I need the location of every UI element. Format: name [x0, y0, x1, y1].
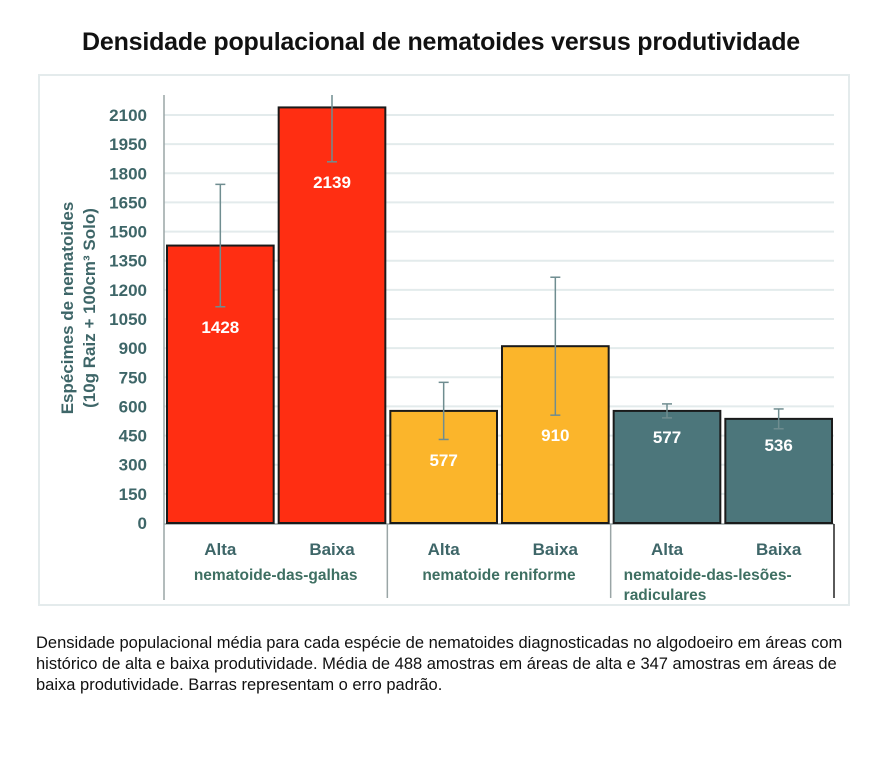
y-tick-label: 2100	[109, 106, 147, 125]
group-label: nematoide-das-lesões-	[624, 567, 792, 584]
value-label: 1428	[201, 318, 239, 337]
gridlines	[164, 114, 834, 495]
y-axis-label-line: Espécimes de nematoides	[58, 202, 77, 415]
axes	[163, 95, 834, 600]
value-label: 577	[653, 428, 681, 447]
y-axis-label-line: (10g Raiz + 100cm³ Solo)	[80, 208, 99, 408]
category-label: Baixa	[756, 540, 802, 559]
y-tick-label: 0	[138, 514, 147, 533]
y-tick-label: 1950	[109, 135, 147, 154]
y-tick-label: 1350	[109, 252, 147, 271]
y-tick-label: 750	[119, 368, 147, 387]
y-axis-label: Espécimes de nematoides (10g Raiz + 100cm…	[58, 202, 99, 415]
y-tick-label: 1500	[109, 223, 147, 242]
y-tick-label: 1800	[109, 164, 147, 183]
y-tick-label: 1650	[109, 193, 147, 212]
figure-caption: Densidade populacional média para cada e…	[36, 634, 843, 694]
category-label: Alta	[651, 540, 684, 559]
y-tick-label: 1050	[109, 310, 147, 329]
y-tick-label: 150	[119, 485, 147, 504]
error-bars	[215, 95, 784, 441]
category-label: Baixa	[309, 540, 355, 559]
group-label: nematoide-das-galhas	[194, 567, 358, 584]
group-label: radiculares	[624, 587, 707, 604]
category-label: Alta	[204, 540, 237, 559]
category-labels: Alta Baixa Alta Baixa Alta Baixa	[204, 540, 802, 559]
y-tick-label: 900	[119, 339, 147, 358]
category-label: Baixa	[533, 540, 579, 559]
y-tick-label: 450	[119, 427, 147, 446]
y-axis-ticks: 0 150 300 450 600 750 900 1050 1200 1350 1500 1650 1…	[109, 106, 147, 533]
bars	[166, 106, 833, 525]
value-label: 577	[429, 451, 457, 470]
category-label: Alta	[428, 540, 461, 559]
value-label: 536	[764, 436, 792, 455]
group-labels: nematoide-das-galhas nematoide reniforme n…	[194, 524, 835, 604]
bar	[612, 409, 722, 525]
y-tick-label: 600	[119, 397, 147, 416]
value-labels: 1428 2139 577 910 577 536	[201, 173, 792, 470]
chart-title: Densidade populacional de nematoides ver…	[82, 28, 800, 56]
value-label: 2139	[313, 173, 351, 192]
y-tick-label: 300	[119, 456, 147, 475]
y-tick-label: 1200	[109, 281, 147, 300]
group-label: nematoide reniforme	[422, 567, 576, 584]
bar	[277, 106, 387, 525]
value-label: 910	[541, 426, 569, 445]
bar	[724, 417, 833, 524]
